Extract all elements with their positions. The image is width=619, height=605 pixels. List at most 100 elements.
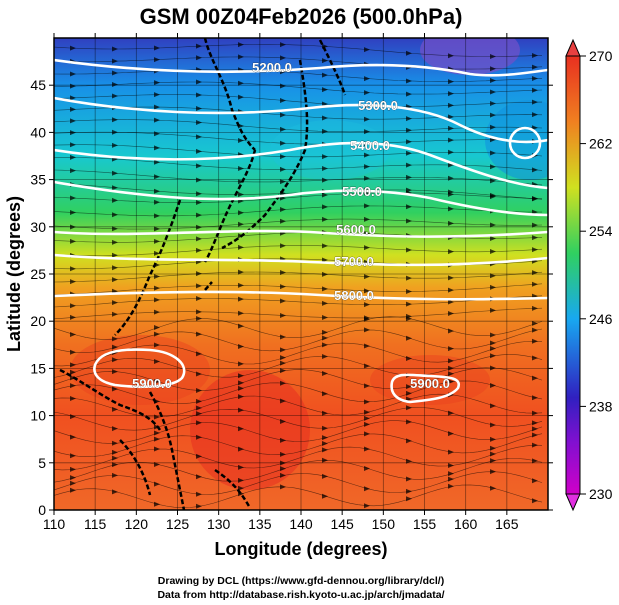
streamline-arrow (112, 406, 118, 412)
y-tick-label: 5 (38, 455, 46, 471)
streamline-arrow (532, 76, 538, 82)
streamline-arrow (154, 159, 160, 165)
streamline-arrow (112, 311, 118, 317)
streamline-arrow (112, 185, 118, 191)
height-contours (54, 58, 548, 404)
streamline-arrow (280, 166, 286, 172)
streamline-arrow (490, 273, 496, 279)
streamline-arrow (322, 101, 328, 107)
streamline-arrow (406, 476, 412, 482)
x-tick-label: 120 (125, 516, 149, 532)
streamline-arrow (322, 192, 328, 198)
streamline-arrow (70, 331, 76, 337)
streamline-arrow (196, 316, 202, 322)
streamline-arrow (238, 191, 244, 197)
streamline-arrow (70, 168, 76, 174)
streamline-arrow (280, 218, 286, 224)
streamline-arrow (196, 434, 202, 440)
streamline-arrow (196, 200, 202, 206)
streamline-arrow (448, 365, 454, 371)
streamline-arrow (196, 163, 202, 169)
streamline-arrow (70, 130, 76, 136)
streamline-arrow (280, 126, 286, 132)
streamline-arrow (238, 221, 244, 227)
streamline-arrow (490, 248, 496, 254)
streamline-arrow (112, 440, 118, 446)
streamline-arrow (406, 438, 412, 444)
streamline-arrow (490, 236, 496, 242)
streamline-arrow (70, 142, 76, 148)
streamline-arrow (448, 379, 454, 385)
streamline (54, 283, 543, 296)
streamline-arrow (406, 496, 412, 502)
streamline-arrow (532, 338, 538, 344)
streamline-arrow (448, 206, 454, 212)
streamline-arrow (448, 471, 454, 477)
streamline-arrow (112, 426, 118, 432)
colorbar: 230 238 246 254 262 270 (565, 38, 613, 512)
streamline-arrow (112, 81, 118, 87)
contour-label: 5600.0 (336, 222, 376, 237)
streamline-arrow (322, 441, 328, 447)
streamline-arrow (196, 247, 202, 253)
streamline (54, 131, 543, 145)
streamline-arrow (364, 175, 370, 181)
streamline (54, 69, 543, 82)
streamline-arrow (532, 112, 538, 118)
streamline-arrow (112, 277, 118, 283)
streamline-arrow (112, 449, 118, 455)
streamline-arrow (196, 405, 202, 411)
streamline-arrow (532, 305, 538, 311)
streamline-arrow (490, 383, 496, 389)
streamline-arrow (154, 104, 160, 110)
streamline (54, 393, 543, 418)
streamline-arrow (322, 204, 328, 210)
streamline-arrow (364, 90, 370, 96)
cool-area-center (270, 120, 390, 180)
streamline-arrow (406, 335, 412, 341)
streamline (54, 367, 543, 391)
streamline-arrow (154, 414, 160, 420)
streamline (54, 340, 543, 367)
streamline-arrow (112, 129, 118, 135)
streamline-arrow (532, 270, 538, 276)
x-tick-label: 140 (289, 516, 313, 532)
streamline-arrow (238, 485, 244, 491)
streamline-arrow (490, 340, 496, 346)
contour-5300 (54, 96, 548, 144)
streamline-arrow (70, 395, 76, 401)
streamline-arrow (364, 164, 370, 170)
streamline-arrow (238, 282, 244, 288)
streamline-arrow (280, 207, 286, 213)
streamline-arrow (280, 368, 286, 374)
streamline-arrow (406, 405, 412, 411)
streamline-arrow (238, 446, 244, 452)
streamline-arrow (196, 55, 202, 61)
streamline-arrow (322, 72, 328, 78)
streamline-arrow (364, 486, 370, 492)
streamline-arrow (238, 54, 244, 60)
streamline-arrow (196, 191, 202, 197)
coastline-sakhalin (318, 39, 347, 96)
coastline-borneo (119, 439, 152, 496)
streamline-arrow (532, 442, 538, 448)
streamline-arrow (196, 105, 202, 111)
streamline-arrow (448, 220, 454, 226)
streamline-arrow (196, 371, 202, 377)
streamline-arrow (238, 80, 244, 86)
streamline-arrow (280, 360, 286, 366)
streamline-arrow (154, 92, 160, 98)
streamline-arrow (154, 331, 160, 337)
contour-label: 5300.0 (358, 98, 398, 113)
streamline-arrow (238, 42, 244, 48)
streamline-arrow (196, 92, 202, 98)
streamline-arrow (448, 102, 454, 108)
streamline-arrow (154, 226, 160, 232)
streamline-arrow (238, 380, 244, 386)
y-tick-label: 35 (30, 172, 46, 188)
streamline-arrow (448, 431, 454, 437)
streamline-arrow (322, 216, 328, 222)
coastline-south-china (59, 368, 162, 431)
cold-pocket-east (485, 100, 548, 180)
